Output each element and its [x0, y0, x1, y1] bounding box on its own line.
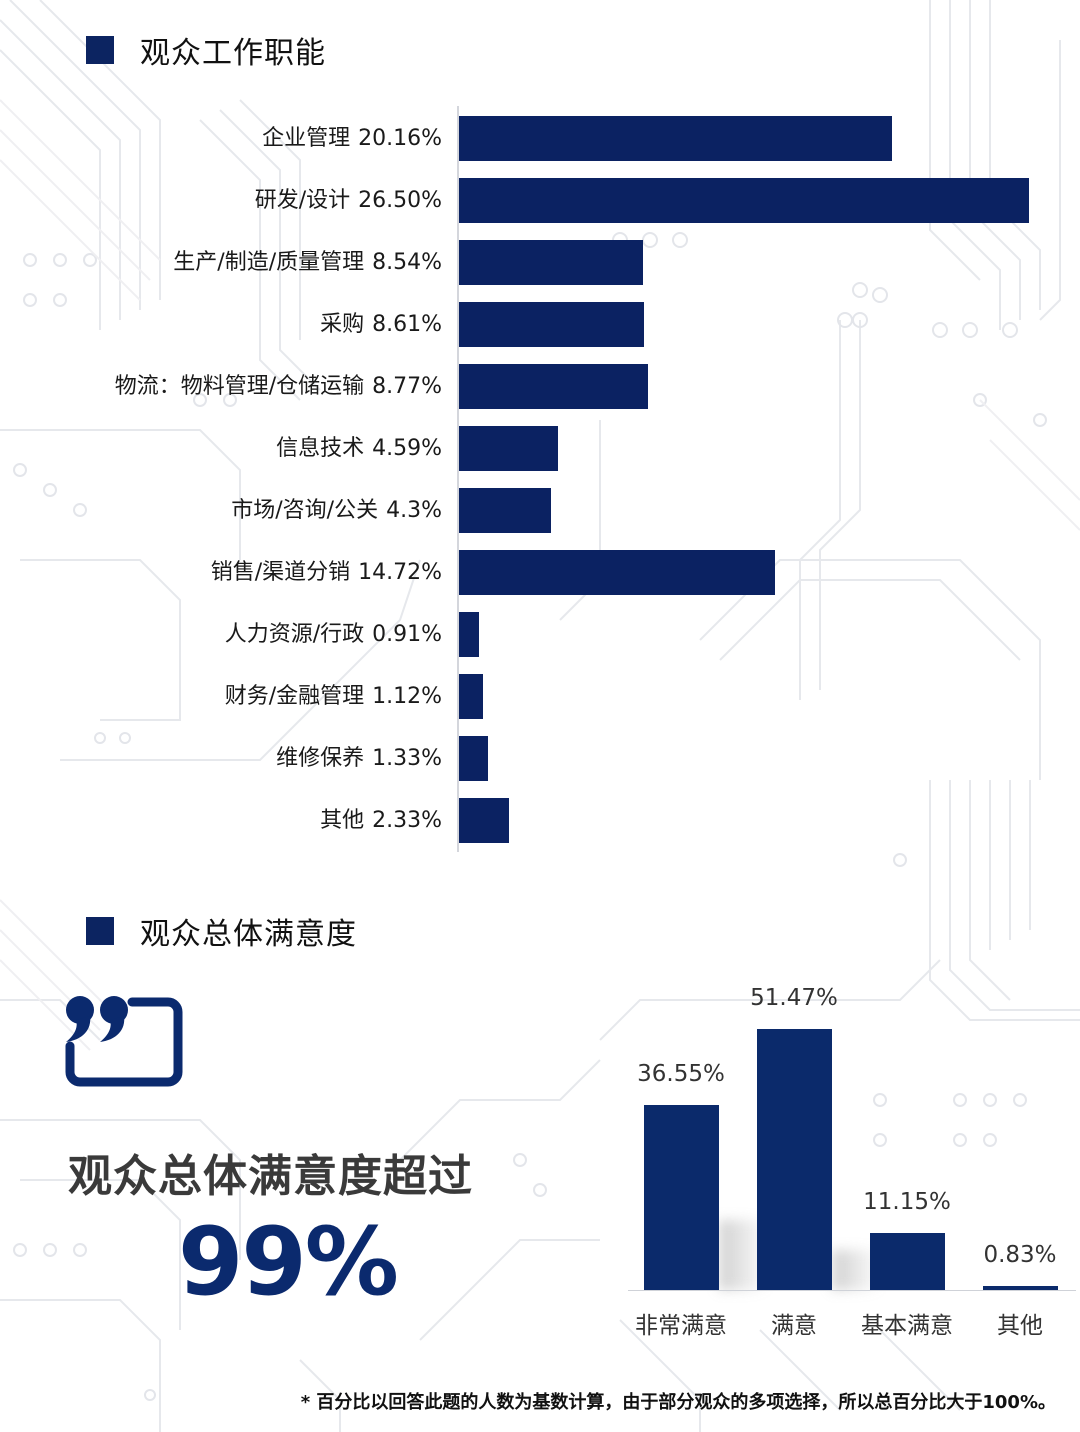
- bar: [459, 488, 552, 533]
- bar: [459, 240, 643, 285]
- category-name: 研发/设计: [254, 188, 351, 213]
- section-title: 观众总体满意度: [140, 917, 357, 952]
- category-name: 销售/渠道分销: [210, 560, 351, 585]
- category-value: 1.33%: [372, 746, 442, 771]
- section-header-job-function: 观众工作职能: [86, 28, 326, 72]
- category-label: 其他: [997, 1313, 1043, 1339]
- chart-row: 研发/设计 26.50%: [0, 178, 1080, 223]
- bar: [459, 674, 484, 719]
- chart-row: 人力资源/行政 0.91%: [0, 612, 1080, 657]
- category-name: 维修保养: [276, 746, 365, 771]
- bar: [644, 1104, 719, 1290]
- bar-value-label: 51.47%: [750, 985, 838, 1012]
- category-value: 2.33%: [372, 808, 442, 833]
- chart-row: 财务/金融管理 1.12%: [0, 674, 1080, 719]
- category-value: 1.12%: [372, 684, 442, 709]
- bar-label: 人力资源/行政 0.91%: [225, 612, 442, 657]
- category-value: 14.72%: [358, 560, 442, 585]
- bar: [459, 612, 479, 657]
- chart-row: 市场/咨询/公关 4.3%: [0, 488, 1080, 533]
- category-value: 26.50%: [358, 188, 442, 213]
- square-icon: [86, 36, 114, 64]
- bar: [757, 1029, 832, 1290]
- category-name: 财务/金融管理: [224, 684, 365, 709]
- bar-label: 采购 8.61%: [320, 302, 442, 347]
- bar-label: 财务/金融管理 1.12%: [225, 674, 442, 719]
- bar-value-label: 11.15%: [863, 1189, 951, 1216]
- bar: [459, 426, 558, 471]
- satisfaction-headline-value: 99%: [178, 1208, 399, 1317]
- category-label: 基本满意: [861, 1313, 953, 1339]
- chart-axis-line: [457, 106, 459, 852]
- category-value: 4.59%: [372, 436, 442, 461]
- chart-row: 其他 2.33%: [0, 798, 1080, 843]
- chart-row: 维修保养 1.33%: [0, 736, 1080, 781]
- square-icon: [86, 917, 114, 945]
- chart-baseline: [628, 1290, 1076, 1291]
- bar: [870, 1233, 945, 1290]
- category-label: 非常满意: [635, 1313, 727, 1339]
- bar: [459, 550, 776, 595]
- bar: [459, 178, 1029, 223]
- category-name: 人力资源/行政: [224, 622, 365, 647]
- chart-row: 生产/制造/质量管理 8.54%: [0, 240, 1080, 285]
- bar-label: 企业管理 20.16%: [262, 116, 442, 161]
- bar-label: 销售/渠道分销 14.72%: [211, 550, 442, 595]
- bar-label: 信息技术 4.59%: [276, 426, 442, 471]
- job-function-bar-chart: 企业管理 20.16% 研发/设计 26.50% 生产/制造/质量管理 8.54% 采购 8.…: [0, 106, 1080, 852]
- category-value: 4.3%: [386, 498, 442, 523]
- bar-value-label: 0.83%: [983, 1241, 1057, 1268]
- bar-label: 市场/咨询/公关 4.3%: [231, 488, 442, 533]
- chart-row: 采购 8.61%: [0, 302, 1080, 347]
- quote-bubble-icon: [65, 996, 183, 1087]
- satisfaction-caption: 观众总体满意度超过: [68, 1151, 473, 1202]
- bar-label: 维修保养 1.33%: [276, 736, 442, 781]
- bar: [459, 302, 645, 347]
- category-name: 采购: [320, 312, 365, 337]
- bar-label: 其他 2.33%: [320, 798, 442, 843]
- bar-label: 生产/制造/质量管理 8.54%: [173, 240, 442, 285]
- chart-row: 销售/渠道分销 14.72%: [0, 550, 1080, 595]
- bar-value-label: 36.55%: [637, 1060, 725, 1087]
- category-name: 企业管理: [262, 126, 351, 151]
- category-name: 物流：物料管理/仓储运输: [114, 374, 365, 399]
- bar-label: 研发/设计 26.50%: [255, 178, 442, 223]
- chart-row: 信息技术 4.59%: [0, 426, 1080, 471]
- section-title: 观众工作职能: [140, 36, 326, 71]
- category-value: 8.77%: [372, 374, 442, 399]
- bar: [459, 364, 648, 409]
- section-header-satisfaction: 观众总体满意度: [86, 909, 357, 953]
- category-label: 满意: [771, 1313, 817, 1339]
- category-name: 市场/咨询/公关: [231, 498, 379, 523]
- category-name: 信息技术: [276, 436, 365, 461]
- footnote: * 百分比以回答此题的人数为基数计算，由于部分观众的多项选择，所以总百分比大于1…: [300, 1392, 1056, 1413]
- category-name: 其他: [320, 808, 365, 833]
- bar-shadow: [719, 1220, 769, 1290]
- bar: [459, 736, 488, 781]
- bar: [983, 1285, 1058, 1290]
- category-name: 生产/制造/质量管理: [173, 250, 365, 275]
- bar-label: 物流：物料管理/仓储运输 8.77%: [115, 364, 442, 409]
- category-value: 0.91%: [372, 622, 442, 647]
- category-value: 8.54%: [372, 250, 442, 275]
- bar: [459, 798, 510, 843]
- bar-shadow: [832, 1250, 882, 1290]
- category-value: 8.61%: [372, 312, 442, 337]
- bar: [459, 116, 893, 161]
- chart-row: 企业管理 20.16%: [0, 116, 1080, 161]
- category-value: 20.16%: [358, 126, 442, 151]
- chart-row: 物流：物料管理/仓储运输 8.77%: [0, 364, 1080, 409]
